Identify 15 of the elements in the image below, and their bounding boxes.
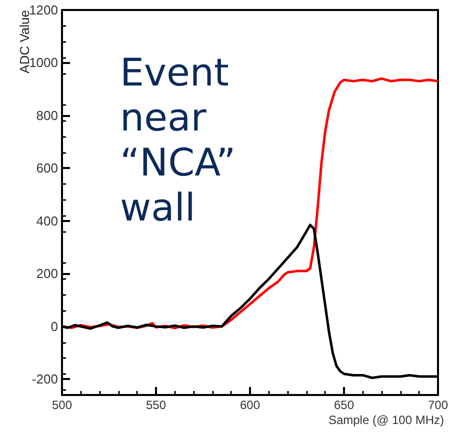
y-tick-label: 200 [36, 266, 58, 282]
x-tick-label: 650 [334, 398, 354, 412]
x-tick-label: 700 [428, 398, 448, 412]
y-tick-label: -200 [32, 372, 58, 387]
y-tick-label: 1200 [29, 2, 58, 18]
x-axis-title: Sample (@ 100 MHz) [328, 413, 444, 427]
x-tick-label: 500 [52, 398, 72, 412]
annotation: Event near “NCA” wall [120, 50, 236, 230]
x-tick-label: 600 [240, 398, 260, 412]
y-tick-label: 1000 [29, 55, 58, 70]
x-tick-label: 550 [146, 398, 166, 412]
y-tick-label: 600 [36, 160, 58, 176]
y-tick-label: 400 [36, 213, 58, 228]
y-tick-label: 800 [36, 108, 58, 123]
y-tick-label: 0 [50, 318, 58, 334]
